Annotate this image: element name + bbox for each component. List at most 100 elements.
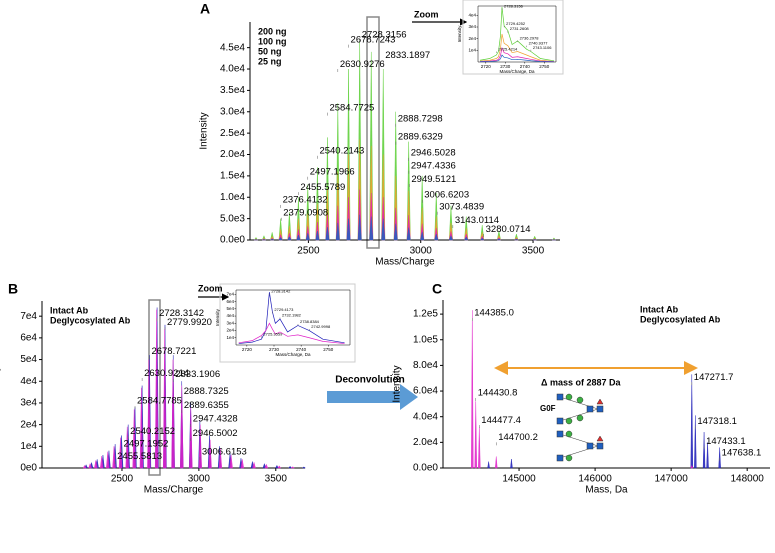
peak — [252, 462, 256, 469]
peak — [487, 461, 490, 469]
peak-label: 2540.2143 — [319, 146, 364, 157]
peak-label: 144430.8 — [478, 388, 518, 399]
y-tick-label: 1.5e4 — [220, 171, 245, 182]
legend-entry: Intact Ab — [640, 304, 679, 314]
peak — [369, 216, 374, 241]
y-tick-label: 5.0e3 — [220, 213, 245, 224]
y-tick-label: 3.0e4 — [220, 106, 245, 117]
y-tick-label: 4.0e4 — [220, 64, 245, 75]
peak — [474, 401, 477, 469]
x-tick-label: 3500 — [265, 474, 288, 485]
y-tick-label: 1.0e4 — [220, 192, 245, 203]
peak — [118, 437, 123, 469]
y-tick-label: 1e4 — [20, 441, 37, 452]
peak-label: 2725.4214 — [498, 47, 518, 52]
peak-label: 144385.0 — [474, 308, 514, 319]
peak — [171, 359, 175, 469]
peak-label: 2729.4173 — [274, 307, 294, 312]
y-axis-label: Intensity — [392, 365, 403, 402]
peak-label: 147433.1 — [706, 436, 746, 447]
y-axis-label: Intensity — [457, 25, 462, 43]
deconvolution-label: Deconvolution — [335, 375, 404, 386]
panel-label: A — [200, 1, 210, 17]
peak — [270, 238, 274, 241]
peak — [381, 218, 386, 241]
y-tick-label: 6e4 — [226, 299, 234, 304]
y-axis-label: Intensity — [0, 366, 2, 403]
peak — [510, 459, 513, 469]
y-tick-label: 6e4 — [20, 333, 37, 344]
peak — [277, 465, 282, 469]
y-tick-label: 3e4 — [226, 320, 234, 325]
x-tick-label: 2730 — [269, 347, 280, 352]
peak — [262, 239, 266, 241]
peak — [100, 456, 104, 469]
peak-label: 147318.1 — [697, 416, 737, 427]
y-tick-label: 3.5e4 — [220, 85, 245, 96]
peak — [478, 426, 481, 469]
peak — [346, 218, 351, 241]
y-tick-label: 2.0e4 — [413, 437, 438, 448]
y-tick-label: 0e0 — [20, 463, 37, 474]
peak — [278, 237, 283, 241]
peak-label: 2728.3142 — [271, 289, 291, 294]
peak-label: 2630.9214 — [144, 368, 189, 379]
peak — [335, 222, 340, 241]
peak — [706, 442, 709, 469]
peak — [406, 227, 411, 241]
peak-label: 2736.2978 — [520, 35, 540, 40]
inset-frame — [219, 283, 356, 363]
y-tick-label: 4.0e4 — [413, 411, 438, 422]
x-tick-label: 148000 — [730, 474, 764, 485]
peak — [434, 233, 439, 241]
y-tick-label: 2e4 — [226, 328, 234, 333]
peak — [357, 214, 362, 241]
peak — [208, 439, 212, 469]
peak — [125, 426, 129, 469]
y-tick-label: 1e4 — [468, 48, 476, 53]
peak-label: 2888.7325 — [184, 386, 229, 397]
zoom-label: Zoom — [198, 283, 223, 293]
legend-entry: Deglycosylated Ab — [50, 315, 131, 325]
deconvolution-arrow — [327, 384, 418, 410]
peak-label: 3143.0114 — [455, 215, 499, 226]
peak-label: 2946.5028 — [411, 148, 456, 159]
peak-label: 3073.4839 — [439, 202, 484, 213]
y-tick-label: 0.0e0 — [413, 463, 438, 474]
peak — [229, 454, 233, 469]
peak — [290, 466, 295, 469]
y-tick-label: 8.0e4 — [413, 360, 438, 371]
peak-label: 2729.4252 — [506, 21, 526, 26]
legend-entry: 25 ng — [258, 56, 282, 66]
peak — [288, 465, 292, 469]
peak — [180, 385, 184, 469]
peak-label: 147638.1 — [722, 448, 762, 459]
peak-label: 2732.1982 — [282, 313, 302, 318]
y-tick-label: 4.5e4 — [220, 42, 245, 53]
peak-label: 2888.7298 — [398, 113, 443, 124]
peak-label: 2947.4328 — [193, 414, 238, 425]
y-tick-label: 1.2e5 — [413, 309, 438, 320]
spectrum-line — [479, 33, 555, 62]
x-tick-label: 2500 — [297, 246, 320, 257]
y-tick-label: 5e4 — [226, 306, 234, 311]
peak — [154, 309, 159, 469]
y-tick-label: 7e4 — [20, 311, 37, 322]
legend-entry: Intact Ab — [50, 305, 89, 315]
peak-label: 2946.5002 — [193, 428, 238, 439]
peak — [471, 310, 474, 469]
peak — [82, 464, 87, 469]
y-tick-label: 2e4 — [20, 419, 37, 430]
x-tick-label: 2500 — [111, 474, 134, 485]
peak-label: 2740.9377 — [529, 41, 549, 46]
peak — [198, 424, 202, 469]
y-tick-label: 4e4 — [468, 13, 476, 18]
peak-label: 2742.9998 — [311, 324, 331, 329]
peak-label: 2455.5813 — [117, 451, 162, 462]
y-tick-label: 2.0e4 — [220, 149, 245, 160]
x-axis-label: Mass/Charge, Da — [499, 69, 535, 74]
y-axis-label: Intensity — [215, 308, 220, 326]
peak-label: 2678.7221 — [151, 346, 196, 357]
peak-label: 2497.1952 — [124, 439, 169, 450]
